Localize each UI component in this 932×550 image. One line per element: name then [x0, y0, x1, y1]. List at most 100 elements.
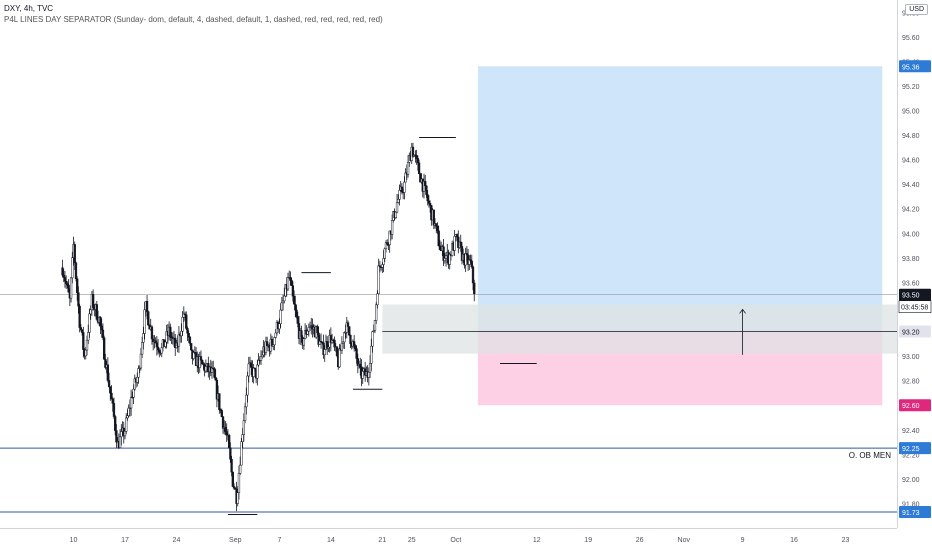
candle-body	[145, 300, 149, 312]
candle-body	[307, 327, 310, 332]
y-tick-label: 94.40	[902, 182, 920, 189]
candle-body	[192, 352, 195, 359]
candle-body	[417, 162, 421, 175]
candle-body	[368, 363, 372, 373]
candle-body	[118, 436, 122, 449]
candle-body	[256, 364, 259, 379]
candle-body	[335, 346, 339, 357]
candle-body	[129, 396, 133, 409]
candle-body	[415, 155, 418, 159]
candle-body	[432, 209, 435, 226]
candle-body	[424, 181, 427, 187]
candle-body	[428, 203, 432, 206]
candle-body	[91, 294, 95, 308]
candle-body	[261, 354, 264, 358]
y-tick-label: 94.00	[902, 231, 920, 238]
profit-zone	[477, 66, 883, 332]
candle-body	[245, 394, 248, 408]
x-tick-label: Nov	[678, 537, 691, 544]
candle-body	[230, 458, 233, 473]
candle-body	[370, 345, 373, 364]
y-tick-label: 93.80	[902, 256, 920, 263]
candle-body	[291, 285, 295, 297]
candle-body	[185, 314, 188, 329]
candle-body	[112, 403, 116, 417]
candle-body	[76, 278, 79, 293]
candle-body	[273, 337, 276, 346]
candle-body	[403, 181, 406, 193]
price-label: 93.20	[902, 330, 920, 337]
candle-body	[221, 416, 225, 429]
candle-body	[87, 332, 90, 341]
countdown-bg	[898, 300, 932, 313]
supply-demand-zone	[382, 304, 897, 354]
symbol-title: DXY, 4h, TVC	[4, 4, 54, 13]
candle-body	[300, 330, 303, 338]
candle-body	[150, 326, 154, 340]
candle-body	[400, 186, 404, 193]
candle-body	[292, 295, 296, 305]
x-tick-label: 23	[842, 537, 850, 544]
candle-body	[283, 295, 286, 302]
candle-body	[343, 332, 346, 343]
y-tick-label: 95.60	[902, 35, 920, 42]
x-tick-label: 10	[70, 537, 78, 544]
candle-body	[114, 416, 117, 431]
candle-body	[281, 300, 285, 304]
candle-body	[62, 274, 65, 278]
candle-body	[156, 346, 160, 351]
candle-body	[323, 349, 326, 355]
candle-body	[382, 258, 385, 265]
y-tick-label: 93.60	[902, 280, 920, 287]
candle-body	[367, 371, 370, 378]
candle-body	[371, 331, 374, 347]
candle-body	[126, 415, 129, 419]
candle-body	[383, 248, 386, 259]
candle-body	[164, 341, 167, 347]
candle-body	[137, 368, 140, 378]
candle-body	[427, 200, 431, 204]
candle-body	[240, 441, 243, 466]
candle-body	[437, 230, 440, 247]
candle-body	[455, 234, 459, 238]
candle-body	[349, 334, 352, 344]
indicator-legend: P4L LINES DAY SEPARATOR (Sunday- dom, de…	[4, 15, 383, 24]
candle-body	[464, 253, 467, 266]
candle-body	[435, 223, 438, 227]
x-tick-label: 19	[584, 537, 592, 544]
candle-body	[306, 330, 309, 335]
price-label: 92.60	[902, 403, 920, 410]
x-tick-label: 25	[408, 537, 416, 544]
candle-body	[259, 356, 263, 361]
price-label-bg	[899, 288, 931, 301]
candle-body	[99, 317, 102, 327]
candle-body	[74, 262, 78, 280]
x-tick-label: Sep	[229, 537, 242, 544]
currency-button[interactable]: USD	[905, 4, 928, 15]
candle-body	[376, 293, 379, 306]
candle-body	[340, 342, 344, 351]
y-tick-label: 91.80	[902, 501, 920, 508]
candle-body	[69, 277, 73, 299]
price-label-bg	[899, 442, 931, 455]
y-tick-label: 92.40	[902, 428, 920, 435]
price-label-bg	[899, 60, 931, 73]
candle-body	[224, 426, 227, 432]
x-tick-label: 21	[378, 537, 386, 544]
candle-body	[425, 185, 428, 195]
candle-body	[290, 280, 293, 286]
candle-body	[213, 368, 216, 378]
candle-body	[278, 323, 281, 330]
candle-body	[250, 362, 253, 368]
candle-body	[470, 260, 473, 268]
candle-body	[386, 242, 389, 245]
candle-body	[190, 343, 193, 351]
candle-body	[139, 353, 143, 369]
candle-body	[398, 190, 401, 200]
y-tick-label: 92.20	[902, 452, 920, 459]
candle-body	[186, 328, 189, 334]
candle-body	[109, 386, 112, 394]
candle-body	[228, 434, 231, 449]
candle-body	[252, 367, 255, 377]
